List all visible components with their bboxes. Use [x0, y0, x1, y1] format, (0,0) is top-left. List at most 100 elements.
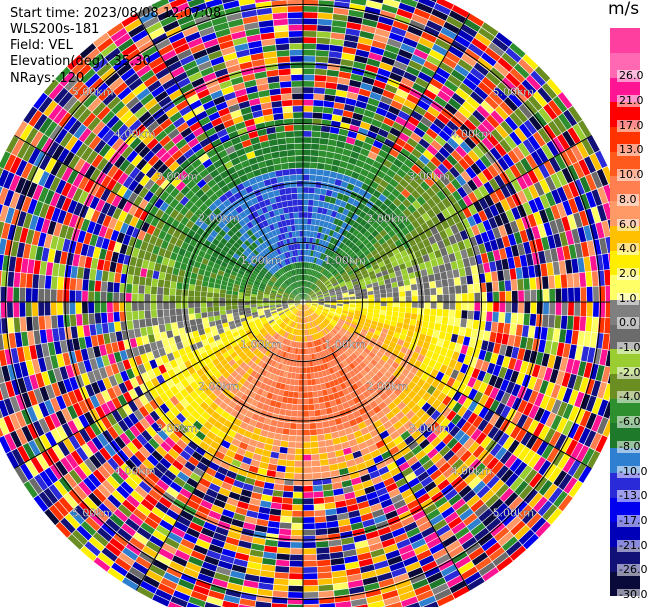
gate-cell: [335, 500, 347, 508]
gate-cell: [310, 292, 315, 297]
gate-cell: [310, 315, 314, 321]
gate-cell: [361, 269, 368, 276]
gate-cell: [470, 162, 482, 175]
gate-cell: [545, 176, 556, 191]
gate-cell: [88, 302, 95, 314]
gate-cell: [351, 477, 362, 486]
gate-cell: [381, 241, 389, 250]
gate-cell: [319, 259, 324, 266]
gate-cell: [523, 241, 532, 255]
gate-cell: [364, 458, 376, 468]
gate-cell: [440, 27, 457, 40]
gate-cell: [393, 499, 407, 510]
gate-cell: [446, 16, 463, 29]
gate-cell: [348, 309, 355, 313]
gate-cell: [574, 302, 581, 316]
gate-cell: [316, 384, 322, 391]
gate-cell: [383, 338, 391, 346]
gate-cell: [319, 351, 324, 358]
gate-cell: [365, 588, 382, 598]
gate-cell: [267, 431, 276, 439]
gate-cell: [381, 254, 389, 261]
gate-cell: [367, 209, 376, 217]
gate-cell: [368, 497, 380, 507]
gate-cell: [330, 38, 344, 46]
gate-cell: [368, 327, 376, 334]
gate-cell: [346, 459, 356, 468]
gate-cell: [511, 279, 518, 291]
gate-cell: [513, 500, 528, 516]
gate-cell: [495, 465, 509, 479]
gate-cell: [466, 494, 481, 508]
gate-cell: [478, 27, 495, 42]
gate-cell: [332, 231, 338, 238]
gate-cell: [319, 220, 325, 227]
gate-cell: [517, 504, 533, 520]
gate-cell: [432, 72, 447, 85]
gate-cell: [410, 54, 426, 66]
gate-cell: [292, 504, 303, 511]
gate-cell: [481, 76, 497, 91]
gate-cell: [313, 491, 324, 498]
gate-cell: [317, 306, 324, 310]
gate-cell: [292, 498, 303, 505]
gate-cell: [299, 367, 303, 374]
gate-cell: [417, 283, 424, 290]
gate-cell: [310, 328, 314, 335]
gate-cell: [380, 297, 387, 302]
gate-cell: [565, 147, 578, 164]
gate-cell: [597, 417, 609, 435]
gate-cell: [399, 307, 406, 313]
gate-cell: [519, 336, 528, 349]
gate-cell: [305, 354, 310, 361]
gate-cell: [489, 331, 497, 343]
gate-cell: [303, 87, 314, 94]
gate-cell: [274, 433, 282, 441]
gate-cell: [325, 151, 335, 159]
gate-cell: [548, 466, 562, 483]
gate-cell: [371, 508, 385, 518]
gate-cell: [366, 266, 374, 273]
gate-cell: [231, 302, 238, 306]
gate-cell: [327, 324, 333, 331]
gate-cell: [467, 43, 484, 57]
gate-cell: [333, 7, 349, 16]
gate-cell: [474, 292, 481, 302]
gate-cell: [319, 274, 325, 281]
gate-cell: [304, 310, 307, 317]
gate-cell: [303, 454, 312, 461]
gate-cell: [376, 216, 384, 225]
gate-cell: [436, 212, 446, 223]
gate-cell: [548, 314, 555, 328]
gate-cell: [272, 439, 281, 447]
gate-cell: [446, 377, 456, 388]
gate-cell: [495, 402, 506, 416]
gate-cell: [435, 414, 446, 425]
gate-cell: [434, 345, 442, 355]
gate-cell: [327, 374, 333, 382]
gate-cell: [318, 316, 324, 322]
gate-cell: [342, 194, 350, 203]
gate-cell: [398, 132, 410, 143]
gate-cell: [586, 135, 600, 153]
gate-cell: [288, 592, 303, 598]
gate-cell: [396, 440, 408, 451]
gate-cell: [213, 311, 220, 317]
gate-cell: [454, 526, 470, 540]
gate-cell: [495, 332, 503, 344]
gate-cell: [501, 333, 509, 345]
gate-cell: [521, 266, 529, 279]
gate-cell: [312, 298, 318, 301]
gate-cell: [326, 145, 336, 153]
gate-cell: [351, 213, 359, 221]
gate-cell: [316, 541, 329, 548]
gate-cell: [386, 461, 398, 471]
gate-cell: [444, 103, 458, 115]
gate-cell: [309, 231, 314, 238]
gate-cell: [486, 133, 499, 147]
gate-cell: [169, 309, 176, 316]
gate-cell: [132, 311, 139, 320]
gate-cell: [524, 302, 531, 314]
gate-cell: [336, 140, 346, 149]
